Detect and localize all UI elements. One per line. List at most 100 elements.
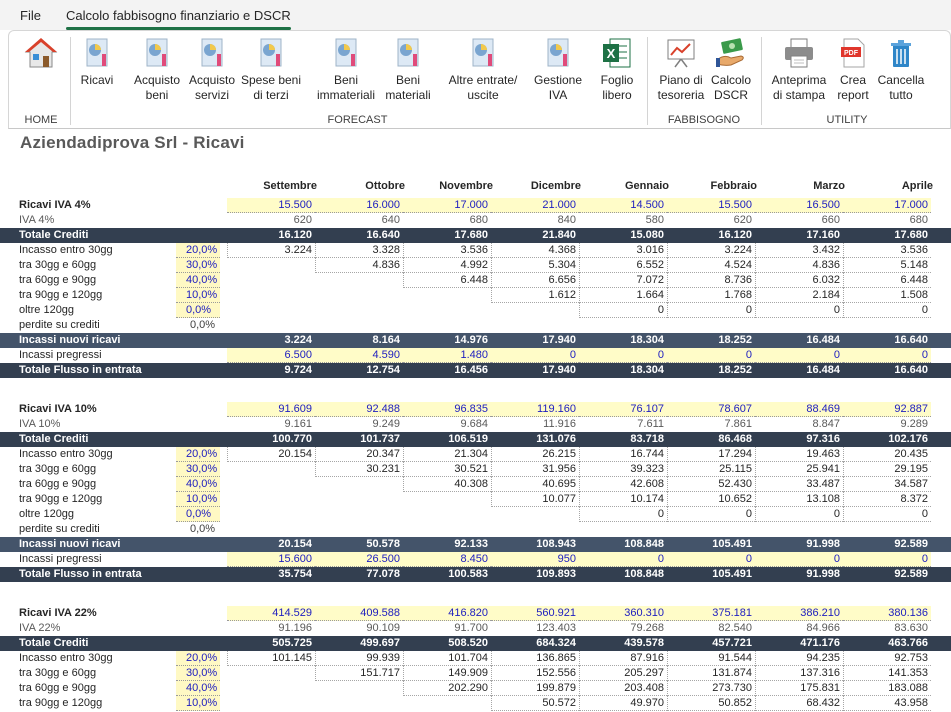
value-cell: 20.347 — [315, 447, 403, 462]
value-input[interactable]: 560.921 — [491, 606, 579, 621]
value-cell: 9.289 — [900, 418, 928, 430]
value-input[interactable]: 17.000 — [843, 198, 931, 213]
home-button[interactable] — [17, 36, 65, 110]
value-input[interactable]: 0 — [667, 348, 755, 363]
value-input[interactable]: 16.000 — [315, 198, 403, 213]
percentage-input[interactable]: 30,0% — [176, 666, 220, 681]
gestione-iva-button[interactable]: Gestione IVA — [532, 36, 584, 110]
value-cell: 50.852 — [667, 696, 755, 711]
value-input[interactable]: 360.310 — [579, 606, 667, 621]
value-cell: 102.176 — [888, 433, 928, 445]
value-input[interactable]: 380.136 — [843, 606, 931, 621]
value-input[interactable]: 1.480 — [403, 348, 491, 363]
anteprima-di-stampa-button[interactable]: Anteprima di stampa — [767, 36, 831, 110]
percentage-input[interactable]: 40,0% — [176, 681, 220, 696]
value-input[interactable]: 8.450 — [403, 552, 491, 567]
percentage-input[interactable]: 0,0% — [176, 507, 220, 522]
value-cell: 14.976 — [454, 334, 488, 346]
value-input[interactable]: 950 — [491, 552, 579, 567]
value-input[interactable]: 0 — [843, 348, 931, 363]
value-input[interactable]: 0 — [579, 348, 667, 363]
value-input[interactable]: 17.000 — [403, 198, 491, 213]
value-input[interactable]: 96.835 — [403, 402, 491, 417]
value-cell: 4.836 — [315, 258, 403, 273]
percentage-input[interactable]: 30,0% — [176, 258, 220, 273]
value-input[interactable]: 15.500 — [667, 198, 755, 213]
value-input[interactable]: 76.107 — [579, 402, 667, 417]
percentage-value: 0,0% — [190, 319, 216, 331]
percentage-input[interactable]: 30,0% — [176, 462, 220, 477]
value-cell: 17.940 — [542, 364, 576, 376]
acquisto-servizi-label-2: servizi — [194, 88, 229, 102]
value-input[interactable]: 21.000 — [491, 198, 579, 213]
percentage-input[interactable]: 20,0% — [176, 651, 220, 666]
value-input[interactable]: 78.607 — [667, 402, 755, 417]
acquisto-beni-button[interactable]: Acquisto beni — [130, 36, 184, 110]
value-input[interactable]: 409.588 — [315, 606, 403, 621]
ricavi-button[interactable]: Ricavi — [75, 36, 119, 110]
value-input[interactable]: 6.500 — [227, 348, 315, 363]
value-input[interactable]: 0 — [579, 552, 667, 567]
value-cell: 21.840 — [542, 229, 576, 241]
value-cell: 9.249 — [372, 418, 400, 430]
value-cell: 3.224 — [667, 243, 755, 258]
percentage-input[interactable]: 0,0% — [176, 303, 220, 318]
value-input[interactable]: 92.887 — [843, 402, 931, 417]
calcolo-dscr-button[interactable]: Calcolo DSCR — [708, 36, 754, 110]
value-input[interactable]: 26.500 — [315, 552, 403, 567]
value-cell: 100.583 — [448, 568, 488, 580]
value-cell: 0 — [579, 507, 667, 522]
value-cell: 97.316 — [806, 433, 840, 445]
cancella-tutto-button[interactable]: Cancella tutto — [875, 36, 927, 110]
value-input[interactable]: 0 — [667, 552, 755, 567]
row-label: Totale Crediti — [19, 637, 89, 649]
altre-entrate-uscite-button[interactable]: Altre entrate/ uscite — [445, 36, 521, 110]
value-input[interactable]: 414.529 — [227, 606, 315, 621]
value-input[interactable]: 15.500 — [227, 198, 315, 213]
spese-beni-di-terzi-button[interactable]: Spese beni di terzi — [240, 36, 302, 110]
value-input[interactable]: 386.210 — [755, 606, 843, 621]
value-cell: 43.958 — [843, 696, 931, 711]
value-input[interactable]: 0 — [843, 552, 931, 567]
crea-report-button[interactable]: PDF Crea report — [833, 36, 873, 110]
acquisto-servizi-button[interactable]: Acquisto servizi — [185, 36, 239, 110]
piano-di-tesoreria-button[interactable]: Piano di tesoreria — [654, 36, 708, 110]
tab-file[interactable]: File — [20, 8, 41, 23]
percentage-input[interactable]: 20,0% — [176, 447, 220, 462]
percentage-input[interactable]: 40,0% — [176, 477, 220, 492]
value-input[interactable]: 416.820 — [403, 606, 491, 621]
row-label: tra 90gg e 120gg — [19, 493, 103, 505]
beni-immateriali-button[interactable]: Beni immateriali — [314, 36, 378, 110]
value-cell: 273.730 — [667, 681, 755, 696]
percentage-input[interactable]: 10,0% — [176, 492, 220, 507]
value-input[interactable]: 91.609 — [227, 402, 315, 417]
percentage-input[interactable]: 10,0% — [176, 288, 220, 303]
value-input[interactable]: 14.500 — [579, 198, 667, 213]
foglio-libero-button[interactable]: X Foglio libero — [594, 36, 640, 110]
percentage-input[interactable]: 10,0% — [176, 696, 220, 711]
value-cell: 20.154 — [278, 538, 312, 550]
value-cell: 106.519 — [448, 433, 488, 445]
report-chart-icon — [260, 38, 282, 67]
value-input[interactable]: 88.469 — [755, 402, 843, 417]
table-row: IVA 4% 620 640 680 840 580 620 660 680 — [0, 213, 951, 228]
svg-text:X: X — [607, 46, 616, 61]
beni-materiali-button[interactable]: Beni materiali — [380, 36, 436, 110]
value-input[interactable]: 0 — [491, 348, 579, 363]
value-input[interactable]: 92.488 — [315, 402, 403, 417]
row-label: Ricavi IVA 10% — [19, 403, 97, 415]
percentage-input[interactable]: 20,0% — [176, 243, 220, 258]
house-icon — [24, 38, 58, 68]
value-input[interactable]: 375.181 — [667, 606, 755, 621]
trash-bin-icon — [891, 40, 911, 67]
value-input[interactable]: 119.160 — [491, 402, 579, 417]
value-input[interactable]: 0 — [755, 552, 843, 567]
percentage-input[interactable]: 40,0% — [176, 273, 220, 288]
value-input[interactable]: 15.600 — [227, 552, 315, 567]
value-input[interactable]: 4.590 — [315, 348, 403, 363]
value-cell: 7.611 — [637, 418, 664, 430]
value-input[interactable]: 16.500 — [755, 198, 843, 213]
value-input[interactable]: 0 — [755, 348, 843, 363]
tab-calcolo-fabbisogno[interactable]: Calcolo fabbisogno finanziario e DSCR — [66, 8, 291, 30]
value-cell: 463.766 — [888, 637, 928, 649]
